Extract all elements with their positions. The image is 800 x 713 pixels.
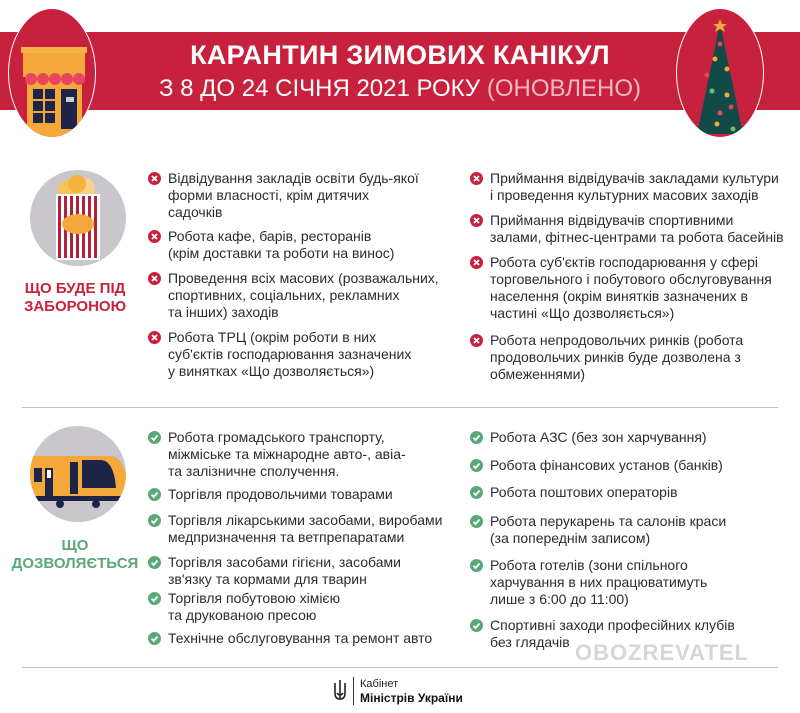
footer-separator xyxy=(353,677,354,705)
list-item: Робота ТРЦ (окрім роботи в них суб'єктів… xyxy=(148,329,411,380)
list-item: Робота перукарень та салонів краси (за п… xyxy=(470,513,726,547)
list-item: Спортивні заходи професійних клубів без … xyxy=(470,617,735,651)
check-circle-icon xyxy=(470,515,483,528)
list-item-text: Торгівля побутовою хімією та друкованою … xyxy=(168,590,341,623)
list-item: Робота суб'єктів господарювання у сфері … xyxy=(470,254,772,322)
train-icon xyxy=(30,426,126,522)
list-item: Робота кафе, барів, ресторанів (крім дос… xyxy=(148,228,394,262)
list-item-text: Робота фінансових установ (банків) xyxy=(490,457,723,473)
cross-circle-icon xyxy=(470,172,483,185)
list-item: Технічне обслуговування та ремонт авто xyxy=(148,630,432,647)
check-circle-icon xyxy=(470,486,483,499)
allowed-label: ЩО ДОЗВОЛЯЄТЬСЯ xyxy=(11,537,139,572)
footer-divider xyxy=(22,667,778,668)
check-circle-icon xyxy=(148,431,161,444)
list-item: Відвідування закладів освіти будь-якої ф… xyxy=(148,170,419,221)
footer-logo: Кабінет Міністрів України xyxy=(333,677,463,705)
list-item: Торгівля засобами гігієни, засобами зв'я… xyxy=(148,554,401,588)
check-circle-icon xyxy=(470,431,483,444)
list-item: Торгівля продовольчими товарами xyxy=(148,486,393,503)
forbidden-label: ЩО БУДЕ ПІД ЗАБОРОНОЮ xyxy=(23,280,127,315)
list-item: Проведення всіх масових (розважальних, с… xyxy=(148,270,439,321)
list-item: Торгівля побутовою хімією та друкованою … xyxy=(148,590,340,624)
check-circle-icon xyxy=(470,559,483,572)
list-item: Робота поштових операторів xyxy=(470,484,678,501)
cross-circle-icon xyxy=(148,331,161,344)
popcorn-icon xyxy=(30,170,126,266)
check-circle-icon xyxy=(148,632,161,645)
page-subtitle: З 8 ДО 24 СІЧНЯ 2021 РОКУ (ОНОВЛЕНО) xyxy=(150,75,650,103)
cross-circle-icon xyxy=(148,230,161,243)
list-item-text: Технічне обслуговування та ремонт авто xyxy=(168,630,433,646)
list-item-text: Торгівля продовольчими товарами xyxy=(168,486,393,502)
check-circle-icon xyxy=(470,459,483,472)
footer-line2: Міністрів України xyxy=(360,690,463,705)
list-item-text: Робота перукарень та салонів краси (за п… xyxy=(490,513,727,546)
header-band xyxy=(0,32,800,110)
list-item-text: Робота непродовольчих ринків (робота про… xyxy=(490,332,744,382)
list-item: Торгівля лікарськими засобами, виробами … xyxy=(148,512,442,546)
list-item: Робота громадського транспорту, міжміськ… xyxy=(148,429,406,480)
check-circle-icon xyxy=(148,488,161,501)
check-circle-icon xyxy=(470,619,483,632)
list-item: Робота АЗС (без зон харчування) xyxy=(470,429,707,446)
cross-circle-icon xyxy=(470,214,483,227)
list-item-text: Відвідування закладів освіти будь-якої ф… xyxy=(168,170,419,220)
list-item-text: Робота суб'єктів господарювання у сфері … xyxy=(490,254,772,321)
list-item-text: Приймання відвідувачів спортивними залам… xyxy=(490,212,784,245)
check-circle-icon xyxy=(148,556,161,569)
list-item-text: Торгівля лікарськими засобами, виробами … xyxy=(168,512,443,545)
list-item: Приймання відвідувачів спортивними залам… xyxy=(470,212,784,246)
trident-icon xyxy=(334,680,346,700)
christmas-tree-icon xyxy=(676,8,764,138)
cross-circle-icon xyxy=(470,334,483,347)
list-item-text: Торгівля засобами гігієни, засобами зв'я… xyxy=(168,554,401,587)
list-item: Робота готелів (зони спільного харчуванн… xyxy=(470,557,707,608)
list-item-text: Робота ТРЦ (окрім роботи в них суб'єктів… xyxy=(168,329,412,379)
list-item-text: Робота кафе, барів, ресторанів (крім дос… xyxy=(168,228,395,261)
shop-icon xyxy=(8,8,96,138)
list-item-text: Робота поштових операторів xyxy=(490,484,678,500)
list-item: Робота фінансових установ (банків) xyxy=(470,457,723,474)
list-item-text: Робота громадського транспорту, міжміськ… xyxy=(168,429,406,479)
cross-circle-icon xyxy=(148,272,161,285)
subtitle-note: (ОНОВЛЕНО) xyxy=(486,75,641,102)
list-item-text: Робота готелів (зони спільного харчуванн… xyxy=(490,557,708,607)
list-item-text: Робота АЗС (без зон харчування) xyxy=(490,429,707,445)
check-circle-icon xyxy=(148,514,161,527)
page-title: КАРАНТИН ЗИМОВИХ КАНІКУЛ xyxy=(190,40,610,70)
list-item-text: Спортивні заходи професійних клубів без … xyxy=(490,617,735,650)
list-item-text: Приймання відвідувачів закладами культур… xyxy=(490,170,779,203)
watermark: OBOZREVATEL xyxy=(575,640,749,665)
cross-circle-icon xyxy=(470,256,483,269)
footer-line1: Кабінет xyxy=(360,677,399,690)
list-item: Приймання відвідувачів закладами культур… xyxy=(470,170,779,204)
section-divider xyxy=(22,407,778,408)
check-circle-icon xyxy=(148,592,161,605)
subtitle-dates: З 8 ДО 24 СІЧНЯ 2021 РОКУ xyxy=(159,75,481,102)
cross-circle-icon xyxy=(148,172,161,185)
list-item-text: Проведення всіх масових (розважальних, с… xyxy=(168,270,439,320)
list-item: Робота непродовольчих ринків (робота про… xyxy=(470,332,743,383)
